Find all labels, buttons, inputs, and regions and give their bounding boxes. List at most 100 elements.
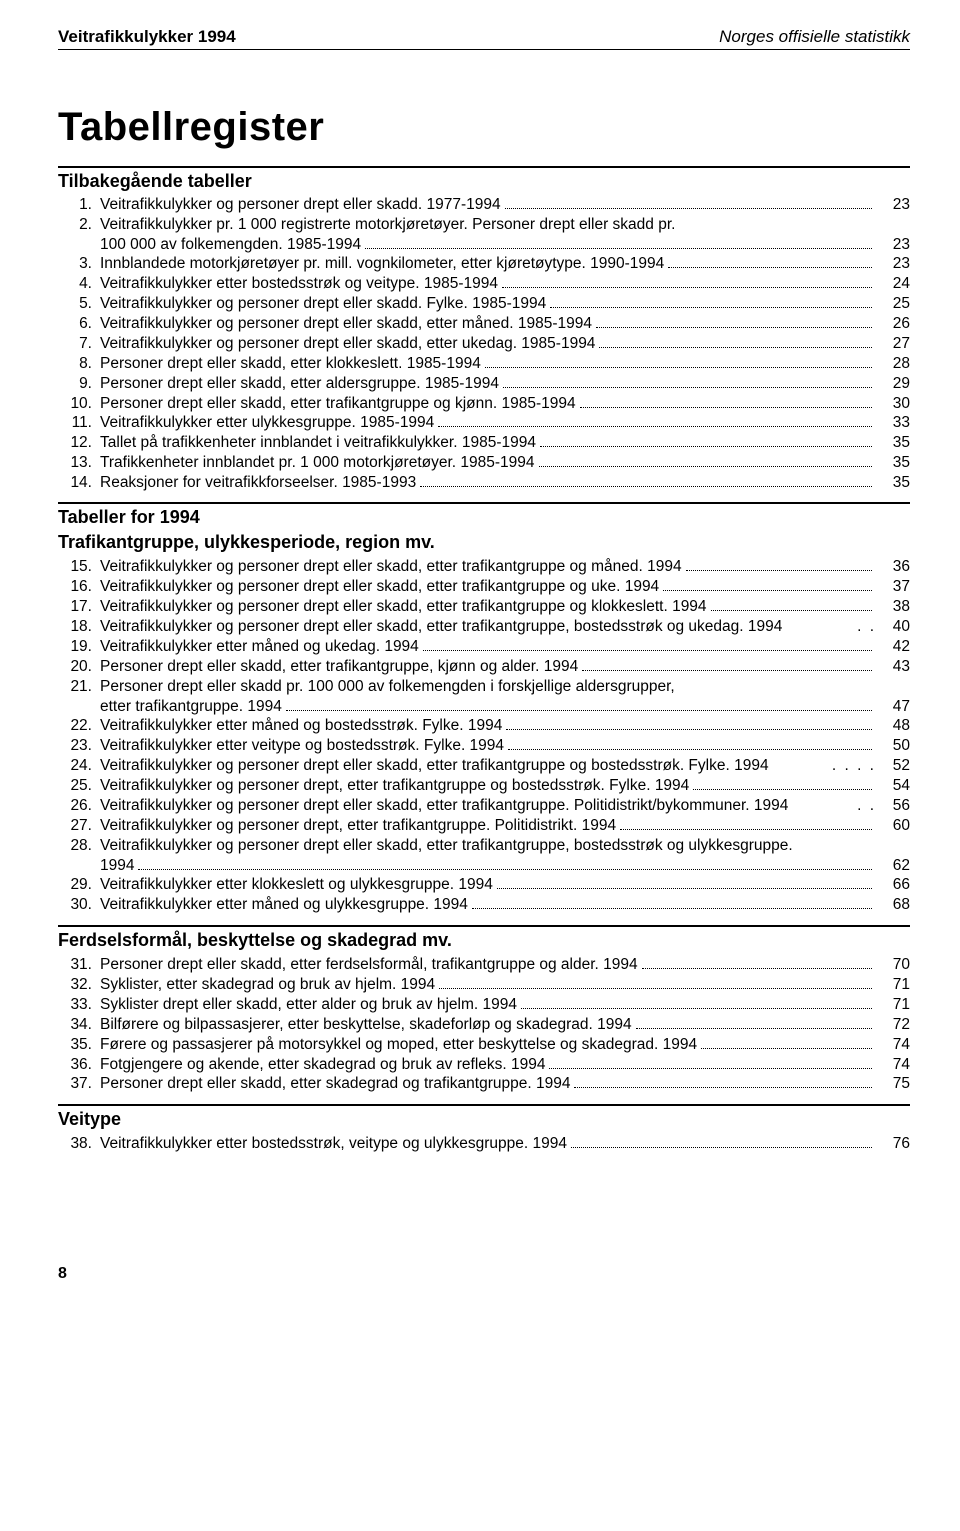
toc-row: 3.Innblandede motorkjøretøyer pr. mill. … bbox=[58, 254, 910, 273]
toc-entry-label: Veitrafikkulykker etter måned og bosteds… bbox=[100, 716, 502, 735]
toc-row: 4.Veitrafikkulykker etter bostedsstrøk o… bbox=[58, 274, 910, 293]
toc-leader bbox=[138, 857, 872, 870]
toc-row: 15.Veitrafikkulykker og personer drept e… bbox=[58, 557, 910, 576]
toc-entry-number: 21. bbox=[58, 677, 100, 696]
toc-entry-label: Veitrafikkulykker og personer drept, ett… bbox=[100, 776, 689, 795]
toc-entry-label: Personer drept eller skadd, etter ferdse… bbox=[100, 955, 638, 974]
page: Veitrafikkulykker 1994 Norges offisielle… bbox=[0, 0, 960, 1304]
toc-entry-page: 62 bbox=[876, 856, 910, 875]
toc-short-leader: . . bbox=[857, 617, 876, 636]
toc-row: 37.Personer drept eller skadd, etter ska… bbox=[58, 1074, 910, 1093]
toc-entry-page: 75 bbox=[876, 1074, 910, 1093]
toc-entry-label: Veitrafikkulykker og personer drept elle… bbox=[100, 314, 592, 333]
toc-entry-page: 36 bbox=[876, 557, 910, 576]
toc-entry-number: 20. bbox=[58, 657, 100, 676]
toc-entry-page: 68 bbox=[876, 895, 910, 914]
toc-leader bbox=[506, 718, 872, 731]
toc-entry-label: Veitrafikkulykker og personer drept elle… bbox=[100, 557, 682, 576]
toc-row: 25.Veitrafikkulykker og personer drept, … bbox=[58, 776, 910, 795]
toc-entry-number: 1. bbox=[58, 195, 100, 214]
toc-leader bbox=[549, 1056, 872, 1069]
running-head-left: Veitrafikkulykker 1994 bbox=[58, 26, 236, 47]
toc-entry-number: 3. bbox=[58, 254, 100, 273]
toc-entry-label: Fotgjengere og akende, etter skadegrad o… bbox=[100, 1055, 545, 1074]
toc-entry-label: Syklister, etter skadegrad og bruk av hj… bbox=[100, 975, 435, 994]
toc-entry-number: 14. bbox=[58, 473, 100, 492]
toc-leader bbox=[438, 415, 872, 428]
toc-entry-label: Veitrafikkulykker og personer drept elle… bbox=[100, 195, 501, 214]
toc-entry-label: Trafikkenheter innblandet pr. 1 000 moto… bbox=[100, 453, 535, 472]
toc-entry-number: 29. bbox=[58, 875, 100, 894]
toc-entry-page: 66 bbox=[876, 875, 910, 894]
toc-entry-page: 74 bbox=[876, 1035, 910, 1054]
toc-row: etter trafikantgruppe. 199447 bbox=[58, 697, 910, 716]
toc-entry-label: Veitrafikkulykker og personer drept elle… bbox=[100, 756, 769, 775]
toc-leader bbox=[693, 777, 872, 790]
toc-leader bbox=[502, 276, 872, 289]
toc-entry-page: 23 bbox=[876, 254, 910, 273]
toc-leader bbox=[620, 817, 872, 830]
toc-row: 17.Veitrafikkulykker og personer drept e… bbox=[58, 597, 910, 616]
toc-entry-label: etter trafikantgruppe. 1994 bbox=[100, 697, 282, 716]
page-number: 8 bbox=[58, 1264, 910, 1284]
toc-entry-label: Personer drept eller skadd, etter klokke… bbox=[100, 354, 481, 373]
toc-leader bbox=[521, 996, 872, 1009]
toc-leader bbox=[571, 1136, 872, 1149]
toc-entry-page: 38 bbox=[876, 597, 910, 616]
toc-leader bbox=[636, 1016, 872, 1029]
toc-entry-label: Veitrafikkulykker og personer drept elle… bbox=[100, 796, 788, 815]
toc-entry-page: 52 bbox=[876, 756, 910, 775]
toc-row: 12.Tallet på trafikkenheter innblandet i… bbox=[58, 433, 910, 452]
toc-leader bbox=[505, 196, 872, 209]
toc-leader bbox=[642, 957, 872, 970]
toc-row: 100 000 av folkemengden. 1985-199423 bbox=[58, 235, 910, 254]
toc-row: 14.Reaksjoner for veitrafikkforseelser. … bbox=[58, 473, 910, 492]
toc-entry-page: 43 bbox=[876, 657, 910, 676]
toc-entry-label: Veitrafikkulykker og personer drept elle… bbox=[100, 577, 659, 596]
toc-entry-number: 38. bbox=[58, 1134, 100, 1153]
running-head-right: Norges offisielle statistikk bbox=[719, 26, 910, 47]
toc-entry-page: 42 bbox=[876, 637, 910, 656]
toc-entry-number: 26. bbox=[58, 796, 100, 815]
running-head-rule bbox=[58, 49, 910, 50]
section-rule bbox=[58, 1104, 910, 1106]
toc-leader bbox=[580, 395, 872, 408]
toc-row: 21.Personer drept eller skadd pr. 100 00… bbox=[58, 677, 910, 696]
toc-entry-page: 35 bbox=[876, 473, 910, 492]
toc-leader bbox=[582, 658, 872, 671]
section-subheading: Ferdselsformål, beskyttelse og skadegrad… bbox=[58, 929, 910, 952]
toc-sections: Tilbakegående tabeller1.Veitrafikkulykke… bbox=[58, 166, 910, 1153]
toc-leader bbox=[668, 256, 872, 269]
toc-entry-label: Veitrafikkulykker pr. 1 000 registrerte … bbox=[100, 215, 675, 234]
toc-entry-number: 12. bbox=[58, 433, 100, 452]
toc-entry-page: 25 bbox=[876, 294, 910, 313]
toc-entry-page: 71 bbox=[876, 975, 910, 994]
toc-row: 6.Veitrafikkulykker og personer drept el… bbox=[58, 314, 910, 333]
toc-entry-label: Veitrafikkulykker og personer drept elle… bbox=[100, 617, 782, 636]
toc-entry-page: 26 bbox=[876, 314, 910, 333]
toc-row: 8.Personer drept eller skadd, etter klok… bbox=[58, 354, 910, 373]
toc-entry-number: 31. bbox=[58, 955, 100, 974]
toc-entry-page: 30 bbox=[876, 394, 910, 413]
section-rule bbox=[58, 502, 910, 504]
toc-leader bbox=[701, 1036, 872, 1049]
toc-row: 35.Førere og passasjerer på motorsykkel … bbox=[58, 1035, 910, 1054]
toc-leader bbox=[711, 599, 872, 612]
toc-row: 24.Veitrafikkulykker og personer drept e… bbox=[58, 756, 910, 775]
toc-entry-page: 50 bbox=[876, 736, 910, 755]
toc-entry-label: Veitrafikkulykker etter bostedsstrøk, ve… bbox=[100, 1134, 567, 1153]
toc-entry-page: 29 bbox=[876, 374, 910, 393]
toc-row: 16.Veitrafikkulykker og personer drept e… bbox=[58, 577, 910, 596]
toc-entry-page: 28 bbox=[876, 354, 910, 373]
toc-entry-number: 27. bbox=[58, 816, 100, 835]
toc-block: 38.Veitrafikkulykker etter bostedsstrøk,… bbox=[58, 1134, 910, 1153]
toc-entry-page: 48 bbox=[876, 716, 910, 735]
toc-row: 5.Veitrafikkulykker og personer drept el… bbox=[58, 294, 910, 313]
toc-entry-page: 72 bbox=[876, 1015, 910, 1034]
toc-leader bbox=[663, 579, 872, 592]
toc-entry-label: Veitrafikkulykker og personer drept elle… bbox=[100, 597, 707, 616]
toc-entry-number: 10. bbox=[58, 394, 100, 413]
toc-entry-label: Veitrafikkulykker etter måned og ukedag.… bbox=[100, 637, 419, 656]
toc-entry-number: 33. bbox=[58, 995, 100, 1014]
toc-entry-label: Personer drept eller skadd, etter skadeg… bbox=[100, 1074, 570, 1093]
